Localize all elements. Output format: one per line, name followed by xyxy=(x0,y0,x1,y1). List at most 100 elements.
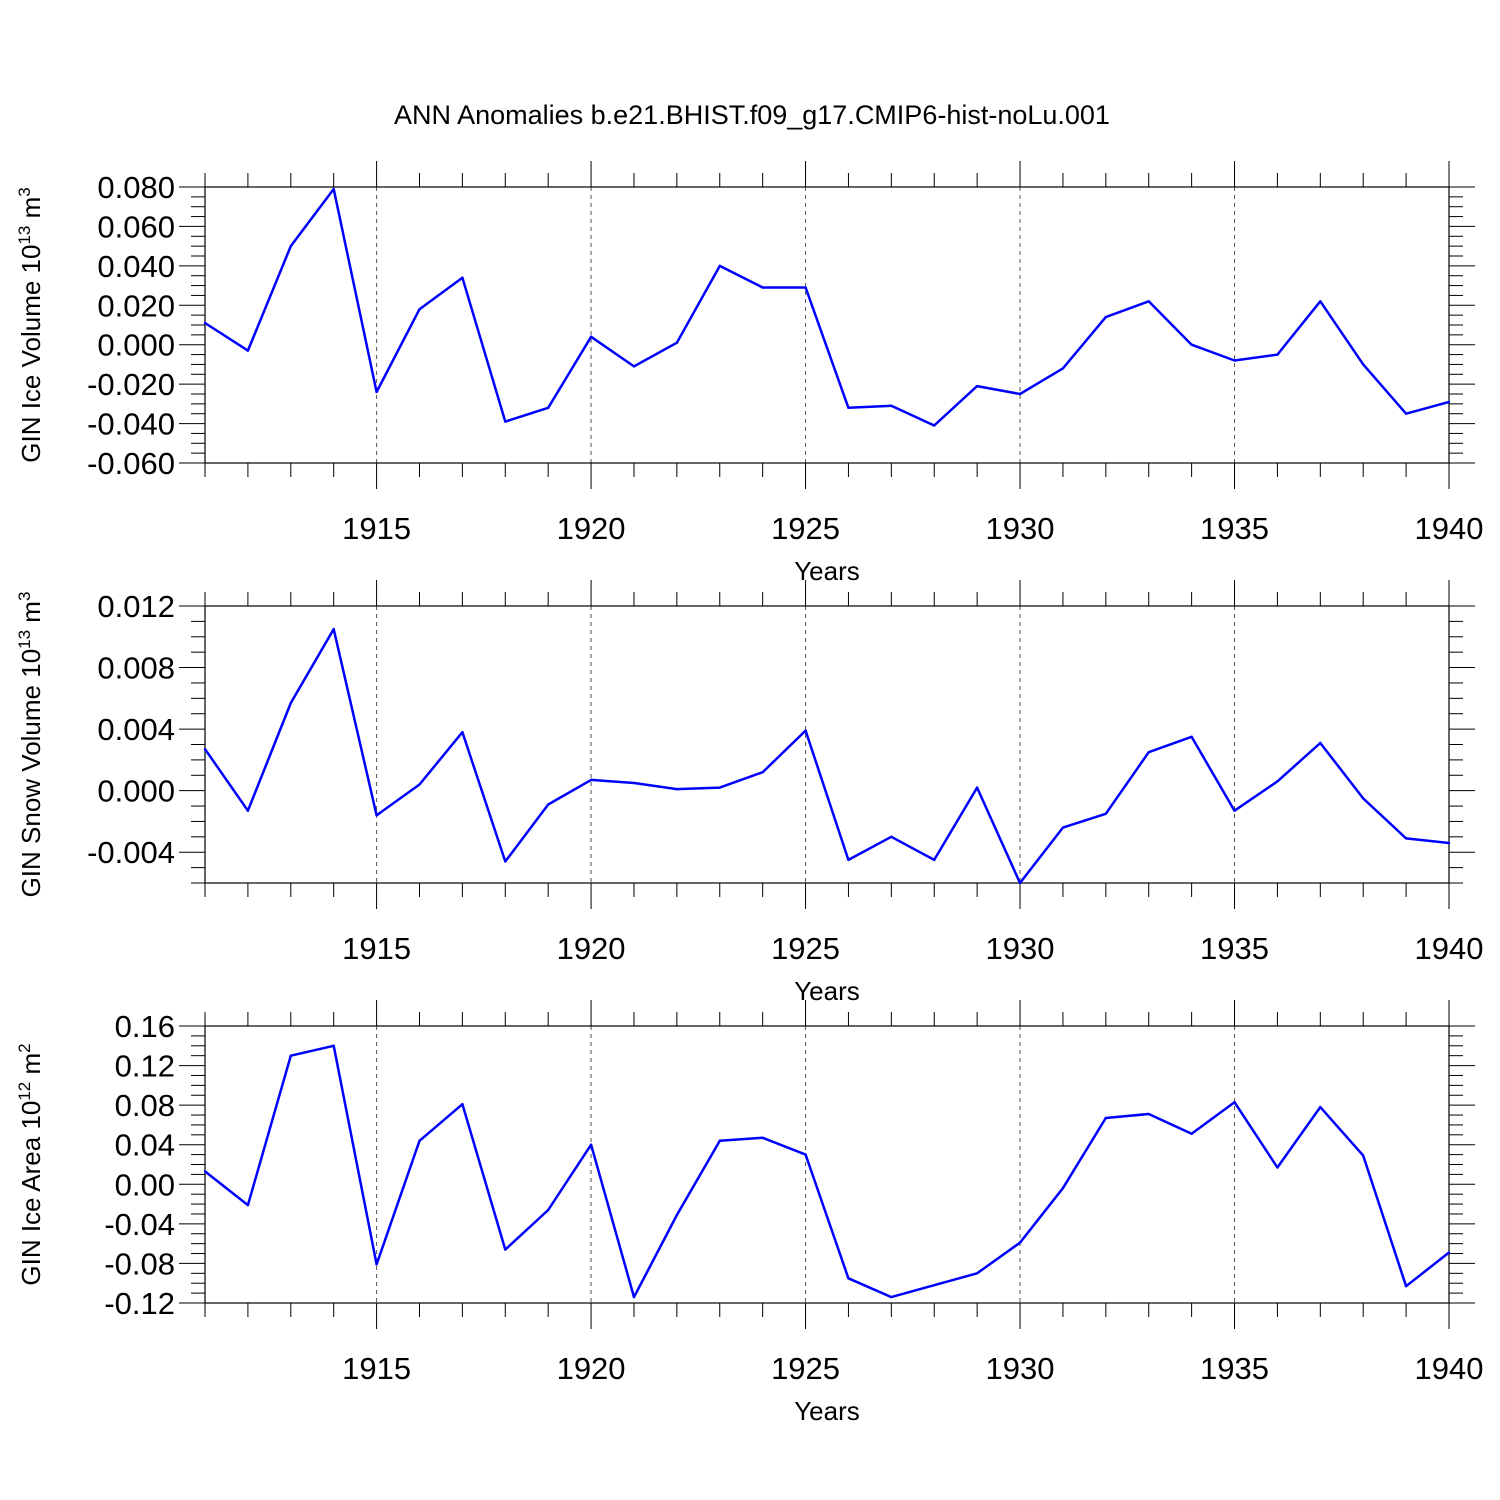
y-tick-label: -0.12 xyxy=(104,1286,175,1321)
data-point xyxy=(418,783,421,786)
x-tick-label: 1930 xyxy=(986,511,1055,546)
data-point xyxy=(761,771,764,774)
data-point xyxy=(1061,367,1065,370)
data-point xyxy=(804,1153,807,1156)
data-point xyxy=(1447,1251,1451,1254)
data-point xyxy=(1147,750,1150,754)
data-point xyxy=(246,1203,250,1207)
data-point xyxy=(1319,741,1322,745)
y-tick-label: -0.060 xyxy=(87,446,175,481)
y-axis-title-unit: m xyxy=(16,1053,46,1082)
data-point xyxy=(890,1295,893,1299)
y-axis-title: GIN Snow Volume 1013 m3 xyxy=(15,592,46,898)
data-point xyxy=(975,786,979,789)
data-point xyxy=(1018,1241,1022,1244)
y-axis-title-exponent: 13 xyxy=(15,630,34,649)
data-point xyxy=(375,814,378,817)
data-point xyxy=(418,308,421,311)
x-tick-label: 1935 xyxy=(1200,931,1269,966)
data-point xyxy=(504,420,507,423)
y-tick-label: 0.060 xyxy=(97,209,175,244)
x-axis-title: Years xyxy=(794,1396,860,1426)
y-tick-label: -0.04 xyxy=(104,1207,175,1242)
x-tick-label: 1940 xyxy=(1415,1351,1484,1386)
y-tick-label: -0.040 xyxy=(87,407,175,442)
data-point xyxy=(933,1283,936,1287)
data-point xyxy=(933,858,936,862)
x-axis-title: Years xyxy=(794,556,860,586)
data-point xyxy=(1319,1105,1322,1109)
y-axis-title-exponent: 12 xyxy=(15,1082,34,1101)
data-point xyxy=(804,729,807,732)
y-tick-label: 0.008 xyxy=(97,651,175,686)
data-point xyxy=(504,860,507,863)
x-tick-label: 1920 xyxy=(557,1351,626,1386)
data-point xyxy=(461,276,464,279)
data-point xyxy=(1190,735,1193,739)
data-point xyxy=(1233,359,1236,362)
y-tick-label: 0.020 xyxy=(97,288,175,323)
y-tick-label: -0.08 xyxy=(104,1246,175,1281)
data-point xyxy=(1319,300,1322,303)
y-tick-label: 0.12 xyxy=(115,1049,175,1084)
data-point xyxy=(461,1102,464,1106)
series-line xyxy=(204,187,1450,427)
data-point xyxy=(847,1277,850,1280)
y-tick-label: 0.004 xyxy=(97,712,175,747)
data-point xyxy=(203,321,207,325)
series-line xyxy=(204,1044,1450,1299)
data-point xyxy=(1104,812,1108,815)
y-axis-title-unit-exponent: 3 xyxy=(15,592,34,601)
data-point xyxy=(761,286,764,289)
y-tick-label: 0.16 xyxy=(115,1009,175,1044)
data-point xyxy=(246,349,250,352)
data-point xyxy=(675,787,679,791)
y-axis-title-unit: m xyxy=(16,197,46,226)
x-tick-label: 1930 xyxy=(986,1351,1055,1386)
data-point xyxy=(1104,315,1108,319)
y-tick-label: -0.020 xyxy=(87,367,175,402)
data-point xyxy=(632,1295,636,1299)
y-tick-label: 0.000 xyxy=(97,774,175,809)
data-point xyxy=(1233,1100,1236,1104)
data-point xyxy=(975,1272,979,1275)
x-tick-label: 1935 xyxy=(1200,1351,1269,1386)
data-point xyxy=(1362,1154,1365,1157)
x-tick-label: 1925 xyxy=(771,931,840,966)
x-tick-label: 1930 xyxy=(986,931,1055,966)
y-tick-label: 0.012 xyxy=(97,589,175,624)
data-point xyxy=(418,1139,421,1142)
data-point xyxy=(718,786,721,789)
panel-2: 0.012 0.008 0.004 0.000 -0.004 1915 1920 1925 19… xyxy=(15,580,1483,1006)
data-point xyxy=(375,1263,378,1266)
x-tick-label: 1940 xyxy=(1415,931,1484,966)
x-tick-label: 1935 xyxy=(1200,511,1269,546)
data-point xyxy=(589,1143,593,1146)
x-tick-label: 1915 xyxy=(342,931,411,966)
y-tick-label: 0.08 xyxy=(115,1088,175,1123)
data-point xyxy=(675,341,679,344)
y-axis-title-main: GIN Ice Area 10 xyxy=(16,1101,46,1286)
x-tick-label: 1915 xyxy=(342,511,411,546)
data-point xyxy=(461,730,464,734)
data-point xyxy=(1147,1112,1150,1116)
data-point xyxy=(1404,412,1408,415)
data-point xyxy=(332,627,335,631)
data-point xyxy=(332,187,335,191)
data-point xyxy=(1447,841,1451,845)
panel-1: 0.080 0.060 0.040 0.020 0.000 -0.020 -0.040 -0.… xyxy=(15,161,1483,586)
data-point xyxy=(203,747,207,751)
data-point xyxy=(1276,1166,1279,1169)
data-point xyxy=(1061,1187,1065,1190)
data-point xyxy=(332,1044,335,1047)
data-point xyxy=(546,1208,550,1212)
data-point xyxy=(1276,353,1279,356)
data-point xyxy=(1104,1116,1108,1120)
y-tick-label: 0.080 xyxy=(97,170,175,205)
data-point xyxy=(718,1139,721,1142)
data-point xyxy=(632,365,636,368)
data-point xyxy=(718,264,721,268)
x-tick-label: 1920 xyxy=(557,931,626,966)
data-point xyxy=(933,424,936,427)
